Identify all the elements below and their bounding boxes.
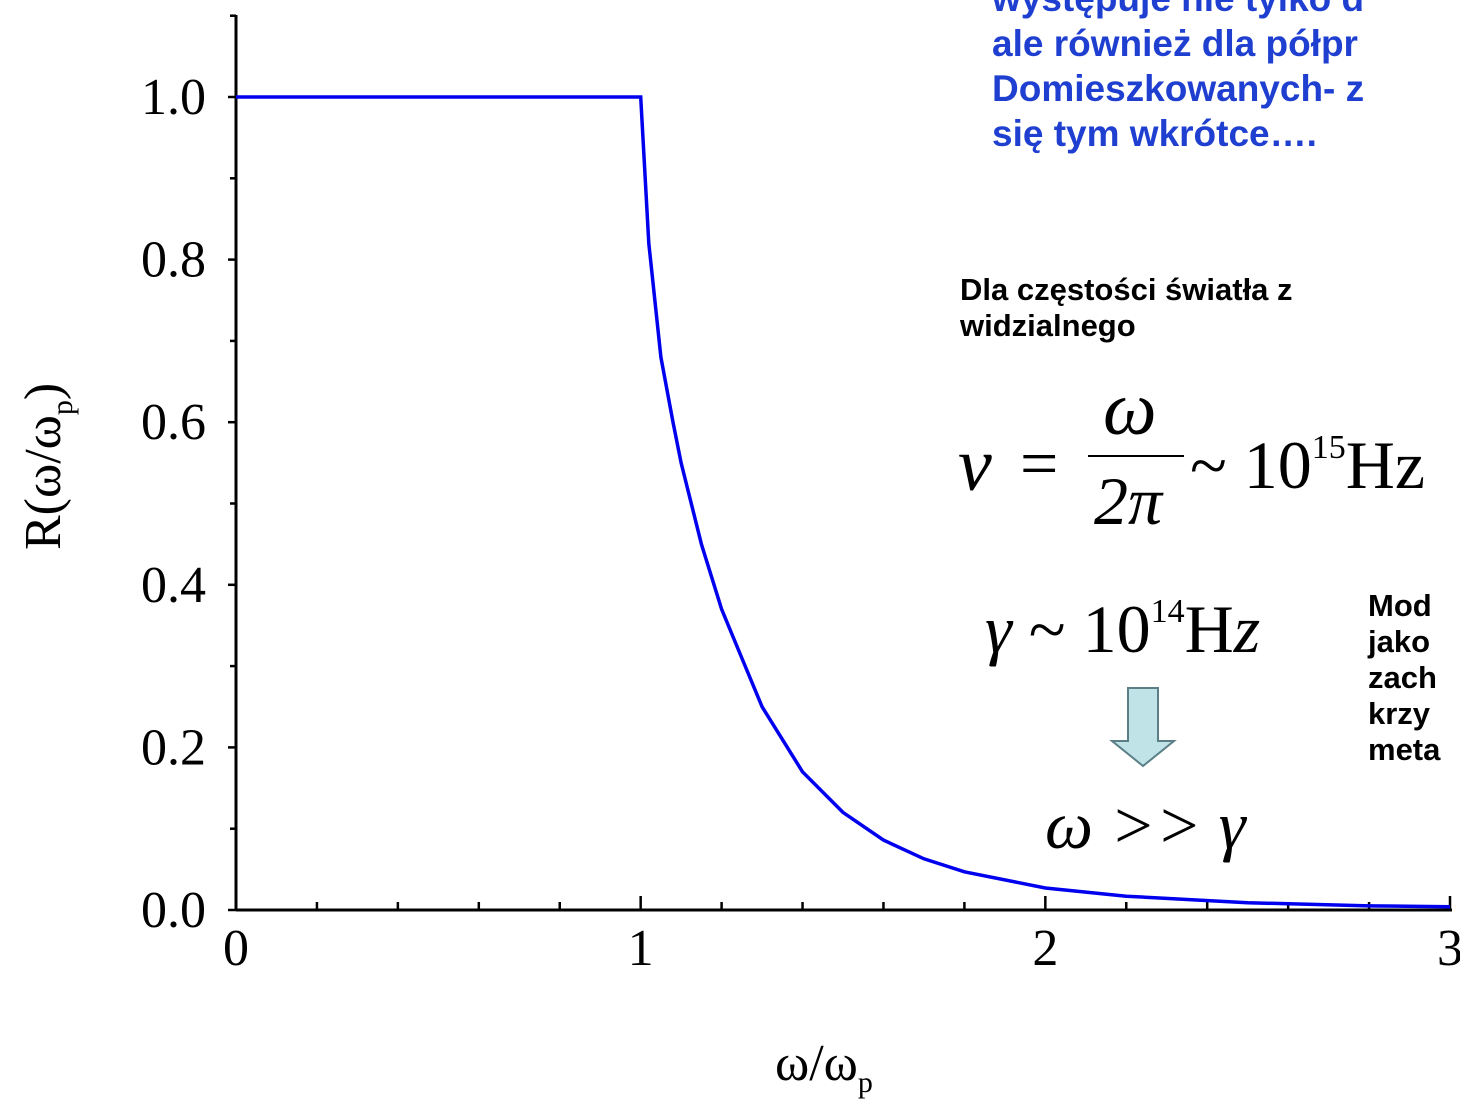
blue-note-line: Domieszkowanych- z [992,68,1365,109]
tick-labels: 0.0 0.2 0.4 0.6 0.8 1.0 0 1 2 3 [141,69,1460,977]
model-note-line: jako [1368,624,1431,659]
gamma-expression: γ ~ 1014Hz [985,591,1261,667]
equals-sign: = [1020,425,1059,501]
y-tick-label: 0.4 [141,557,206,614]
y-tick-label: 0.8 [141,232,206,289]
y-tick-label: 0.2 [141,719,206,776]
nu-approx: ~ 1015Hz [1190,427,1426,503]
y-tick-label: 0.0 [141,882,206,939]
down-arrow-icon [1109,687,1177,768]
y-tick-label: 1.0 [141,69,206,126]
x-tick-label: 1 [628,920,654,977]
x-tick-label: 3 [1437,920,1460,977]
model-note-line: zach [1368,660,1437,695]
x-tick-label: 0 [223,920,249,977]
fraction-denominator: 2π [1094,463,1163,539]
tick-marks [228,14,1452,912]
blue-note-line: ale również dla półpr [992,23,1358,64]
reflectivity-curve [236,95,1451,909]
model-note-line: Mod [1368,588,1432,623]
frequency-note: Dla częstości światła z widzialnego [960,272,1293,344]
x-axis-title: ω/ωp [775,1035,873,1099]
blue-note: występuje nie tylko d ale również dla pó… [992,0,1364,156]
inequality: ω >> γ [1045,787,1246,863]
axes [234,15,1452,912]
y-tick-label: 0.6 [141,394,206,451]
frequency-note-line: widzialnego [960,308,1136,343]
y-axis-title: R(ω/ωp) [15,383,79,550]
model-note-line: meta [1368,732,1441,767]
model-note-line: krzy [1368,696,1431,731]
frequency-note-line: Dla częstości światła z [960,272,1293,307]
blue-note-line: się tym wkrótce…. [992,113,1317,154]
fraction-numerator: ω [1103,367,1157,451]
x-tick-label: 2 [1032,920,1058,977]
blue-note-line: występuje nie tylko d [992,0,1364,21]
model-note: Mod jako zach krzy meta [1368,588,1440,768]
nu-symbol: ν [958,423,992,507]
